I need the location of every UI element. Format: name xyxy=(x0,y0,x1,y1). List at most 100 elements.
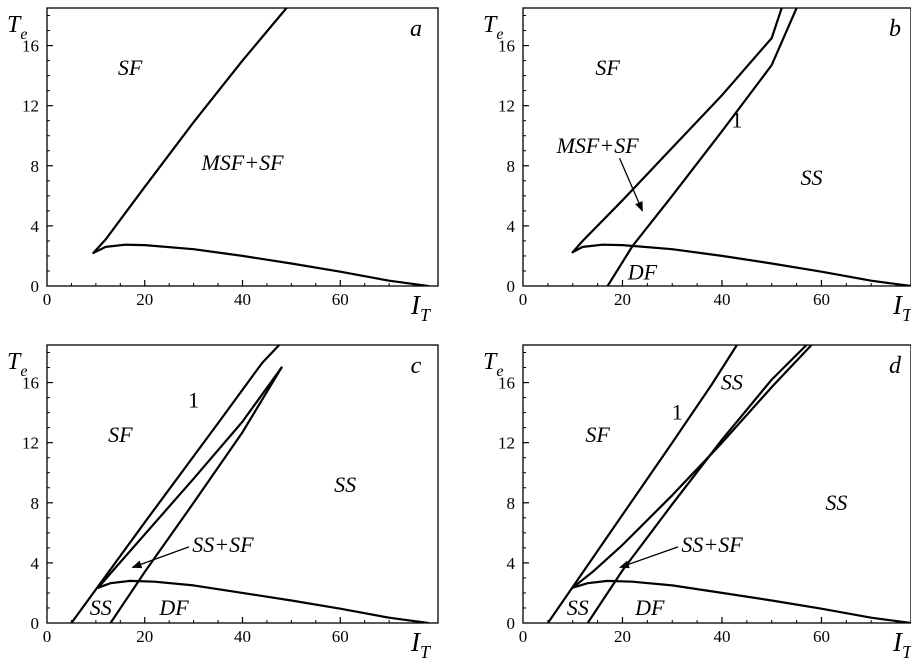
y-tick-label: 16 xyxy=(498,37,515,56)
x-tick-label: 60 xyxy=(813,290,830,309)
x-axis-label-sub: T xyxy=(420,642,432,662)
y-tick-label: 4 xyxy=(507,554,516,573)
x-axis-label-sub: T xyxy=(902,305,911,325)
y-axis-label: Te xyxy=(483,12,503,43)
x-axis-label: IT xyxy=(892,627,911,662)
x-tick-label: 20 xyxy=(136,290,153,309)
curve-number-label: 1 xyxy=(672,400,683,425)
panel-letter: d xyxy=(889,353,902,379)
y-tick-label: 8 xyxy=(507,157,516,176)
arrow-annotation-label: SS+SF xyxy=(192,532,254,557)
panel-letter: c xyxy=(411,353,422,379)
region-label: SF xyxy=(595,55,620,80)
boundary-curve xyxy=(97,579,430,623)
y-tick-label: 8 xyxy=(31,494,40,513)
region-label: SS xyxy=(90,595,112,620)
boundary-curve xyxy=(109,366,283,623)
y-tick-label: 8 xyxy=(31,157,40,176)
curve-number-label: 1 xyxy=(731,108,742,133)
x-axis-label: IT xyxy=(410,627,432,662)
boundary-curve xyxy=(70,345,281,623)
panel-c: 0 20 40 60 0 4 8 12 16 SF SS SS DF 1 SS+SF c Te IT xyxy=(7,344,439,662)
x-axis-label: IT xyxy=(892,290,911,325)
x-tick-label: 20 xyxy=(614,627,631,646)
x-tick-label: 0 xyxy=(43,290,52,309)
y-tick-label: 4 xyxy=(507,217,516,236)
arrow-annotation-label: SS+SF xyxy=(681,532,743,557)
panel-letter: a xyxy=(410,16,422,42)
x-tick-label: 40 xyxy=(713,290,730,309)
y-tick-label: 16 xyxy=(498,374,515,393)
region-label: SS xyxy=(567,595,589,620)
x-tick-label: 60 xyxy=(332,290,349,309)
y-axis-label-sub: e xyxy=(496,363,503,380)
region-label: SF xyxy=(118,55,143,80)
x-tick-label: 60 xyxy=(332,627,349,646)
x-axis-label: IT xyxy=(410,290,432,325)
y-axis-label-sub: e xyxy=(20,26,27,43)
y-tick-label: 12 xyxy=(22,97,39,116)
boundary-curve xyxy=(97,366,283,589)
panel-a: 0 20 40 60 0 4 8 12 16 SF MSF+SF a Te IT xyxy=(7,7,439,325)
region-label: DF xyxy=(627,259,658,284)
boundary-curve xyxy=(571,8,783,254)
annotation-arrow xyxy=(619,157,643,212)
boundary-curve xyxy=(92,8,288,254)
y-tick-label: 0 xyxy=(507,277,516,296)
y-tick-label: 16 xyxy=(22,374,39,393)
arrow-annotation-label: MSF+SF xyxy=(556,133,640,158)
x-tick-label: 40 xyxy=(234,290,251,309)
x-tick-label: 20 xyxy=(136,627,153,646)
y-tick-label: 12 xyxy=(498,97,515,116)
boundary-curve xyxy=(606,8,798,286)
y-tick-label: 12 xyxy=(498,434,515,453)
plot-frame xyxy=(46,344,439,624)
annotation-arrow xyxy=(619,546,679,569)
x-tick-label: 20 xyxy=(614,290,631,309)
x-axis-label-sub: T xyxy=(902,642,911,662)
region-label: SF xyxy=(585,422,610,447)
plot-frame xyxy=(522,344,911,624)
y-axis-label-sub: e xyxy=(20,363,27,380)
region-label: DF xyxy=(158,595,189,620)
y-tick-label: 4 xyxy=(31,554,40,573)
region-label: SF xyxy=(108,422,133,447)
boundary-curve xyxy=(571,345,813,589)
y-tick-label: 16 xyxy=(22,37,39,56)
region-label: SS xyxy=(721,370,743,395)
y-tick-label: 0 xyxy=(31,614,40,633)
panel-b: 0 20 40 60 0 4 8 12 16 SF SS DF 1 MSF+SF b Te IT xyxy=(483,7,911,325)
boundary-curve xyxy=(586,345,808,623)
y-axis-label: Te xyxy=(7,12,27,43)
region-label: SS xyxy=(334,472,356,497)
x-tick-label: 0 xyxy=(43,627,52,646)
x-tick-label: 0 xyxy=(519,290,528,309)
x-tick-label: 40 xyxy=(713,627,730,646)
x-axis-label-sub: T xyxy=(420,305,432,325)
boundary-curve xyxy=(92,243,430,286)
x-tick-label: 0 xyxy=(519,627,528,646)
y-axis-label: Te xyxy=(7,349,27,380)
plot-frame xyxy=(522,7,911,287)
y-axis-label: Te xyxy=(483,349,503,380)
y-tick-label: 0 xyxy=(31,277,40,296)
x-tick-label: 60 xyxy=(813,627,830,646)
boundary-curve xyxy=(546,345,738,623)
region-label: SS xyxy=(801,165,823,190)
curve-number-label: 1 xyxy=(188,388,199,413)
region-label: MSF+SF xyxy=(200,150,284,175)
y-tick-label: 8 xyxy=(507,494,516,513)
panel-d: 0 20 40 60 0 4 8 12 16 SF SS SS SS DF 1 SS+SF d Te IT xyxy=(483,344,911,662)
y-tick-label: 12 xyxy=(22,434,39,453)
y-tick-label: 0 xyxy=(507,614,516,633)
plot-frame xyxy=(46,7,439,287)
region-label: DF xyxy=(634,595,665,620)
x-tick-label: 40 xyxy=(234,627,251,646)
boundary-curve xyxy=(571,579,911,623)
panel-letter: b xyxy=(889,16,901,42)
annotation-arrow xyxy=(131,546,190,569)
boundary-curve xyxy=(571,243,911,286)
region-label: SS xyxy=(825,490,847,515)
y-tick-label: 4 xyxy=(31,217,40,236)
